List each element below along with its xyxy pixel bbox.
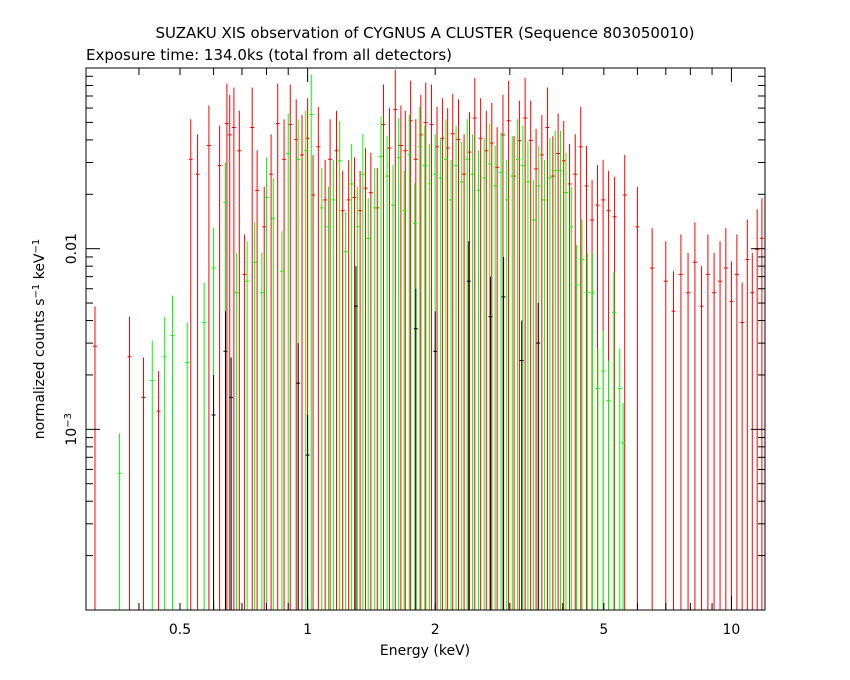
y-axis-label: normalized counts s−1 keV−1 [31, 239, 49, 440]
x-tick-label: 1 [303, 622, 312, 638]
y-axis-label-mid: keV [32, 253, 48, 284]
x-tick-label: 10 [723, 622, 741, 638]
x-tick-labels: 0.5 1 2 5 10 [169, 622, 740, 638]
y-axis-label-sup1: −1 [31, 284, 42, 299]
y-tick-label: 10−3 [63, 413, 81, 446]
chart-title: SUZAKU XIS observation of CYGNUS A CLUST… [156, 24, 695, 42]
tick-layer [85, 67, 765, 611]
y-tick-labels: 0.01 10−3 [63, 233, 81, 446]
y-axis-label-main: normalized counts s [32, 298, 48, 439]
x-tick-label: 5 [599, 622, 608, 638]
y-tick-label: 0.01 [64, 233, 80, 264]
x-tick-label: 0.5 [169, 622, 191, 638]
y-axis-label-sup2: −1 [31, 239, 42, 254]
plot-frame [85, 67, 766, 611]
chart-subtitle: Exposure time: 134.0ks (total from all d… [86, 46, 452, 64]
series-layer [92, 69, 764, 610]
x-axis-label: Energy (keV) [380, 643, 470, 659]
x-tick-label: 2 [431, 622, 440, 638]
